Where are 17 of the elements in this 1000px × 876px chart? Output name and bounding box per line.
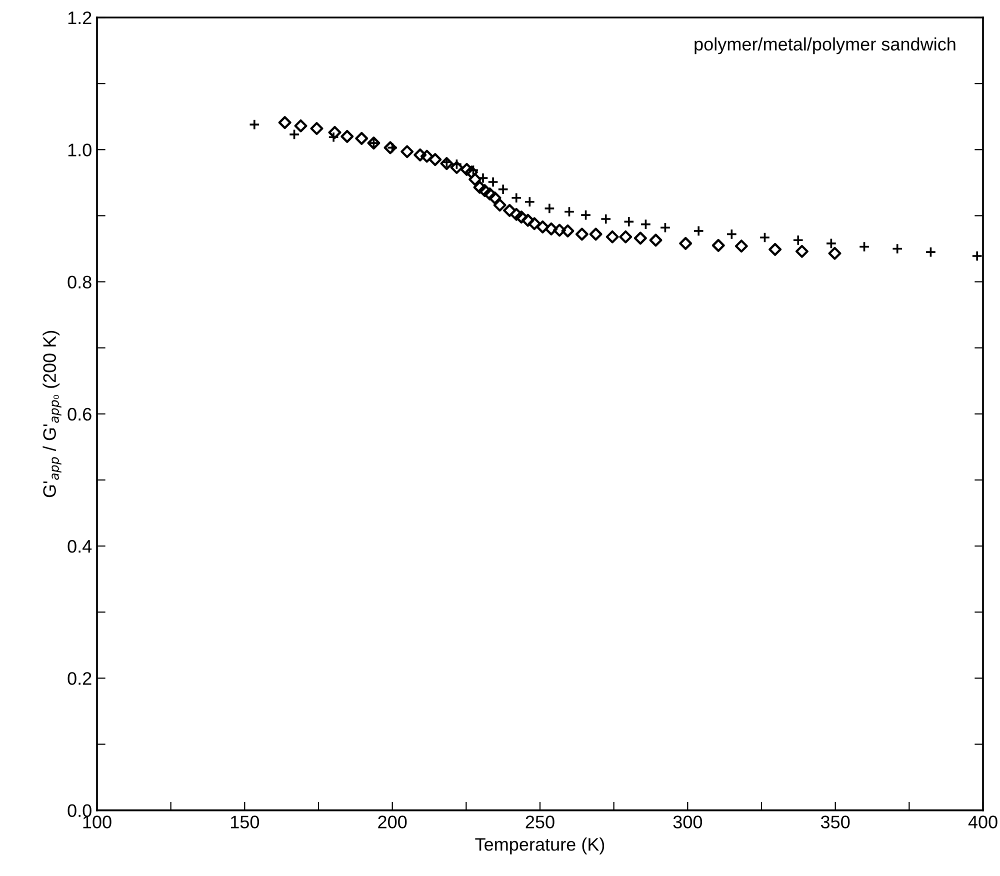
y-tick-label: 0.0 bbox=[68, 804, 92, 818]
y-tick-label: 0.2 bbox=[68, 672, 92, 685]
x-tick-label: 300 bbox=[673, 816, 702, 828]
x-tick-label: 200 bbox=[378, 816, 407, 828]
y-tick-label: 1.0 bbox=[68, 144, 92, 156]
x-tick-label: 350 bbox=[820, 816, 850, 828]
y-axis-title: G'$_{app}$ / G'$_{app₀}$ (200 K) bbox=[42, 330, 62, 498]
x-tick-label: 100 bbox=[83, 816, 112, 828]
y-tick-label: 0.6 bbox=[68, 408, 92, 421]
y-tick-label: 0.8 bbox=[68, 276, 92, 288]
y-tick-label: 1.2 bbox=[68, 11, 92, 24]
x-tick-label: 400 bbox=[968, 816, 998, 828]
x-axis-title: Temperature (K) bbox=[475, 838, 604, 854]
x-tick-label: 150 bbox=[230, 816, 260, 828]
x-tick-label: 250 bbox=[526, 816, 554, 828]
y-tick-label: 0.4 bbox=[68, 540, 92, 553]
annotation: polymer/metal/polymer sandwich bbox=[694, 37, 956, 54]
